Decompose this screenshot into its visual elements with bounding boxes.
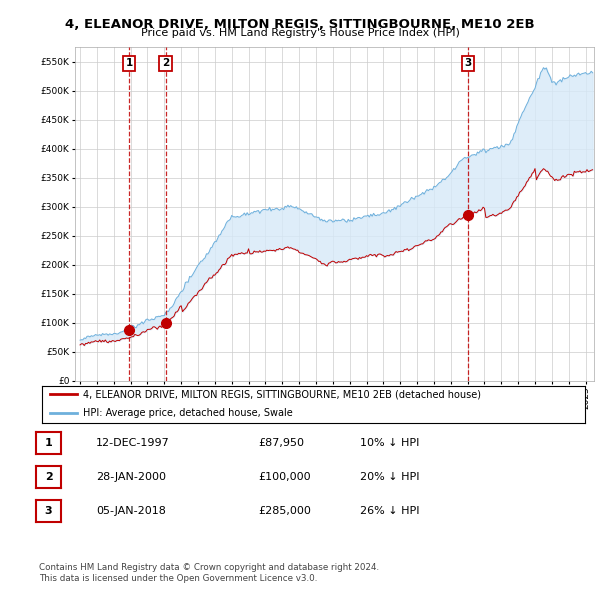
Text: 3: 3 [464,58,472,68]
Text: 3: 3 [45,506,52,516]
Text: 28-JAN-2000: 28-JAN-2000 [96,472,166,482]
Text: 05-JAN-2018: 05-JAN-2018 [96,506,166,516]
Text: 1: 1 [45,438,52,448]
Text: 1: 1 [125,58,133,68]
Text: 20% ↓ HPI: 20% ↓ HPI [360,472,419,482]
Text: HPI: Average price, detached house, Swale: HPI: Average price, detached house, Swal… [83,408,292,418]
Text: 4, ELEANOR DRIVE, MILTON REGIS, SITTINGBOURNE, ME10 2EB (detached house): 4, ELEANOR DRIVE, MILTON REGIS, SITTINGB… [83,389,481,399]
Text: £285,000: £285,000 [258,506,311,516]
Text: 12-DEC-1997: 12-DEC-1997 [96,438,170,448]
Text: 26% ↓ HPI: 26% ↓ HPI [360,506,419,516]
Text: 2: 2 [45,472,52,482]
Text: £87,950: £87,950 [258,438,304,448]
Text: £100,000: £100,000 [258,472,311,482]
Text: 4, ELEANOR DRIVE, MILTON REGIS, SITTINGBOURNE, ME10 2EB: 4, ELEANOR DRIVE, MILTON REGIS, SITTINGB… [65,18,535,31]
Text: 10% ↓ HPI: 10% ↓ HPI [360,438,419,448]
Text: Price paid vs. HM Land Registry's House Price Index (HPI): Price paid vs. HM Land Registry's House … [140,28,460,38]
Text: 2: 2 [162,58,169,68]
Text: This data is licensed under the Open Government Licence v3.0.: This data is licensed under the Open Gov… [39,574,317,583]
Text: Contains HM Land Registry data © Crown copyright and database right 2024.: Contains HM Land Registry data © Crown c… [39,563,379,572]
